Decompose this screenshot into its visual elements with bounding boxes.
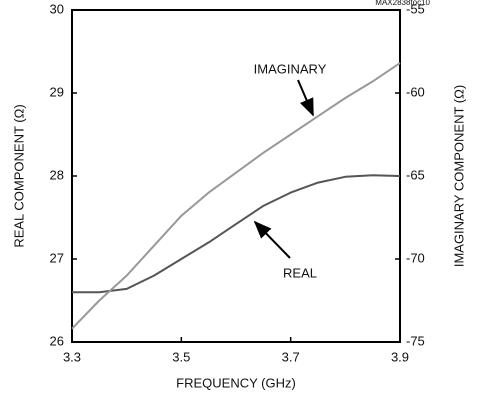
- imaginary-arrow: [297, 79, 314, 117]
- y-tick-label: 29: [50, 84, 64, 99]
- x-tick-label: 3.7: [282, 349, 300, 364]
- x-axis-label: FREQUENCY (GHz): [176, 375, 296, 390]
- x-tick-label: 3.3: [63, 349, 81, 364]
- y2-tick-label: -75: [406, 333, 425, 348]
- y-tick-label: 28: [50, 167, 64, 182]
- series-label: REAL: [283, 265, 317, 280]
- figure-id: MAX2838toc10: [375, 0, 430, 7]
- series-line: [71, 62, 401, 330]
- y2-axis-label: IMAGINARY COMPONENT (Ω): [451, 85, 466, 267]
- y2-tick-label: -65: [406, 167, 425, 182]
- y2-tick-label: -70: [406, 250, 425, 265]
- series-line: [72, 174, 401, 294]
- y2-tick-label: -60: [406, 84, 425, 99]
- y-tick-label: 26: [50, 333, 64, 348]
- x-tick-label: 3.5: [172, 349, 190, 364]
- y2-tick-label: -55: [406, 1, 425, 16]
- x-tick-label: 3.9: [391, 349, 409, 364]
- y-tick-label: 30: [50, 1, 64, 16]
- y-axis-label: REAL COMPONENT (Ω): [11, 104, 26, 247]
- series-label: IMAGINARY: [254, 61, 327, 76]
- y-tick-label: 27: [50, 250, 64, 265]
- real-arrow: [253, 220, 291, 259]
